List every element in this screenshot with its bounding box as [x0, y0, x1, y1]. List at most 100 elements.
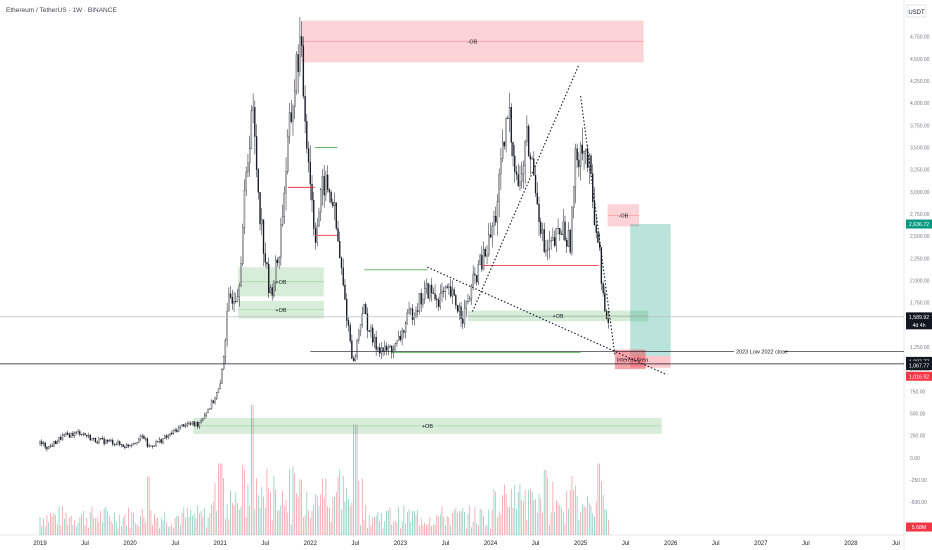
volume-bar	[400, 528, 401, 535]
volume-bar	[504, 484, 505, 535]
candle-body	[54, 441, 57, 445]
candle-body	[569, 230, 571, 253]
candle-body	[119, 441, 121, 445]
volume-bar	[143, 516, 145, 535]
candle-body	[527, 126, 530, 156]
volume-bar	[559, 505, 561, 535]
volume-bar	[478, 525, 479, 535]
volume-bar	[89, 512, 91, 535]
volume-bar	[41, 525, 43, 535]
candle-body	[99, 438, 102, 440]
candle-body	[417, 310, 419, 312]
currency-button[interactable]: USDT	[908, 10, 925, 16]
volume-bar	[249, 505, 251, 535]
candle-body	[380, 347, 383, 354]
candle-body	[259, 192, 261, 225]
volume-bar	[417, 510, 419, 535]
volume-bar	[134, 523, 136, 535]
volume-bar	[277, 510, 278, 535]
volume-bar	[543, 470, 545, 535]
price-label: 1,067.77	[909, 364, 929, 370]
candle-body	[236, 296, 239, 302]
candle-body	[505, 117, 507, 147]
candle-body	[404, 323, 407, 333]
candle-body	[281, 216, 284, 226]
volume-bar	[98, 522, 100, 535]
volume-bar	[361, 478, 363, 535]
candle-body	[117, 441, 119, 445]
candle-body	[221, 368, 223, 384]
volume-bar	[542, 512, 543, 535]
candle-body	[254, 107, 256, 137]
candle-body	[333, 202, 336, 207]
volume-bar	[578, 519, 580, 535]
price-label: 2,636.72	[909, 222, 929, 228]
volume-bar	[296, 493, 297, 535]
candle-body	[202, 418, 204, 421]
volume-bar	[398, 506, 400, 535]
candle-body	[157, 441, 159, 443]
volume-bar	[446, 516, 448, 535]
currency-button-box[interactable]	[906, 4, 927, 18]
volume-bar	[500, 514, 502, 535]
symbol-title: Ethereum / TetherUS · 1W · BINANCE	[6, 7, 117, 14]
candle-body	[547, 248, 549, 251]
volume-bar	[228, 519, 230, 535]
volume-bar	[367, 527, 368, 535]
volume-bar	[422, 525, 424, 535]
candle-body	[203, 414, 206, 419]
x-tick-label: 2027	[754, 541, 768, 547]
candle-body	[290, 112, 292, 122]
volume-bar	[498, 511, 500, 535]
volume-bar	[157, 517, 159, 535]
price-label-bg	[906, 320, 932, 330]
volume-bar	[306, 492, 308, 535]
volume-bar	[62, 506, 63, 535]
candle-body	[138, 438, 140, 443]
candle-body	[325, 174, 327, 196]
volume-bar	[114, 512, 115, 535]
x-tick-label: Jul	[442, 541, 450, 547]
volume-bar	[471, 527, 472, 535]
candle-body	[326, 174, 329, 190]
candle-body	[188, 423, 190, 425]
candle-body	[465, 301, 467, 309]
volume-bar	[419, 525, 420, 535]
candle-body	[302, 45, 305, 97]
candle-body	[176, 429, 178, 432]
price-label-bg	[906, 361, 932, 371]
order-block-label: +OB	[275, 280, 286, 286]
volume-bar	[502, 494, 503, 535]
candle-body	[375, 336, 377, 350]
volume-bar	[554, 511, 555, 535]
volume-bar	[360, 524, 361, 535]
volume-bar	[282, 490, 283, 535]
candle-body	[488, 234, 490, 256]
volume-bar	[566, 490, 568, 535]
volume-bar	[70, 515, 72, 535]
volume-bar	[453, 510, 455, 535]
candle-body	[198, 421, 201, 427]
volume-bar	[575, 485, 576, 535]
volume-bar	[375, 515, 377, 535]
candle-body	[389, 346, 391, 349]
candle-body	[165, 435, 168, 438]
volume-bar	[412, 510, 413, 535]
candle-body	[139, 435, 142, 440]
candle-body	[125, 444, 128, 449]
candle-body	[41, 441, 43, 445]
order-block-label: +OB	[422, 424, 433, 430]
volume-bar	[334, 496, 335, 535]
volume-bar	[604, 509, 606, 535]
volume-bar	[332, 496, 334, 535]
candle-body	[462, 318, 464, 324]
volume-bar	[394, 520, 396, 535]
candle-body	[581, 144, 584, 154]
candle-body	[292, 106, 294, 122]
candle-body	[93, 438, 95, 439]
y-tick-label: -500.00	[910, 500, 927, 506]
volume-bar	[117, 528, 119, 535]
candle-body	[141, 435, 143, 437]
candle-body	[420, 293, 422, 305]
